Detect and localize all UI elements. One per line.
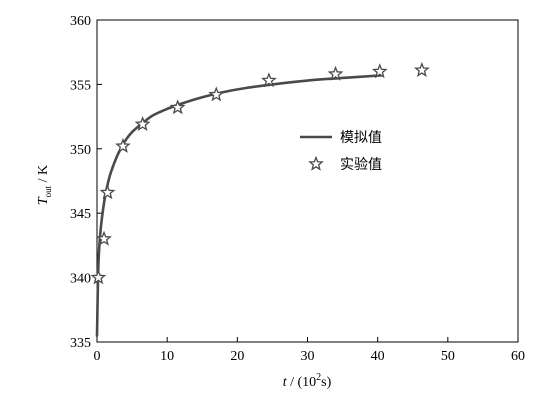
data-point-experimental xyxy=(134,116,151,132)
y-tick-label: 355 xyxy=(70,78,91,93)
x-tick-label: 0 xyxy=(94,349,101,364)
y-tick-label: 350 xyxy=(70,143,91,158)
data-point-experimental xyxy=(371,63,388,79)
x-tick-label: 40 xyxy=(371,349,385,364)
y-tick-label: 360 xyxy=(70,14,91,29)
y-tick-label: 340 xyxy=(70,272,91,287)
legend-label: 实验值 xyxy=(340,157,382,173)
y-tick-label: 335 xyxy=(70,336,91,351)
data-point-experimental xyxy=(208,86,225,102)
data-point-experimental xyxy=(115,137,131,153)
data-point-experimental xyxy=(96,230,112,246)
ticks: 0 10 20 30 40 50 60 335 340 345 350 355 360 xyxy=(70,14,525,364)
data-point-experimental xyxy=(169,99,186,115)
series xyxy=(90,61,430,337)
data-point-experimental xyxy=(413,61,430,77)
plot-frame xyxy=(96,19,519,343)
x-tick-label: 30 xyxy=(301,349,315,364)
x-axis-unit-suffix: s) xyxy=(321,375,331,390)
legend-label: 模拟值 xyxy=(340,130,382,146)
y-axis-var: T xyxy=(36,196,51,205)
data-point-experimental xyxy=(90,269,107,285)
x-axis-label: t / (102s) xyxy=(283,372,332,390)
x-tick-label: 20 xyxy=(230,349,244,364)
data-point-experimental xyxy=(327,65,344,81)
data-point-experimental xyxy=(99,184,116,200)
x-tick-label: 10 xyxy=(160,349,174,364)
y-tick-label: 345 xyxy=(70,207,91,222)
y-axis-unit: / K xyxy=(36,165,51,186)
axes xyxy=(96,19,519,343)
series-line-simulated xyxy=(95,74,383,337)
legend-star-icon xyxy=(308,155,324,171)
data-point-experimental xyxy=(261,72,277,88)
x-axis-unit-sup: 2 xyxy=(316,372,321,383)
x-tick-label: 50 xyxy=(441,349,455,364)
x-axis-var: t xyxy=(283,375,288,390)
x-axis-unit-prefix: / (10 xyxy=(287,375,317,390)
x-tick-label: 60 xyxy=(511,349,525,364)
y-axis-sub: out xyxy=(43,185,53,197)
y-axis-label: Tout / K xyxy=(36,165,53,205)
